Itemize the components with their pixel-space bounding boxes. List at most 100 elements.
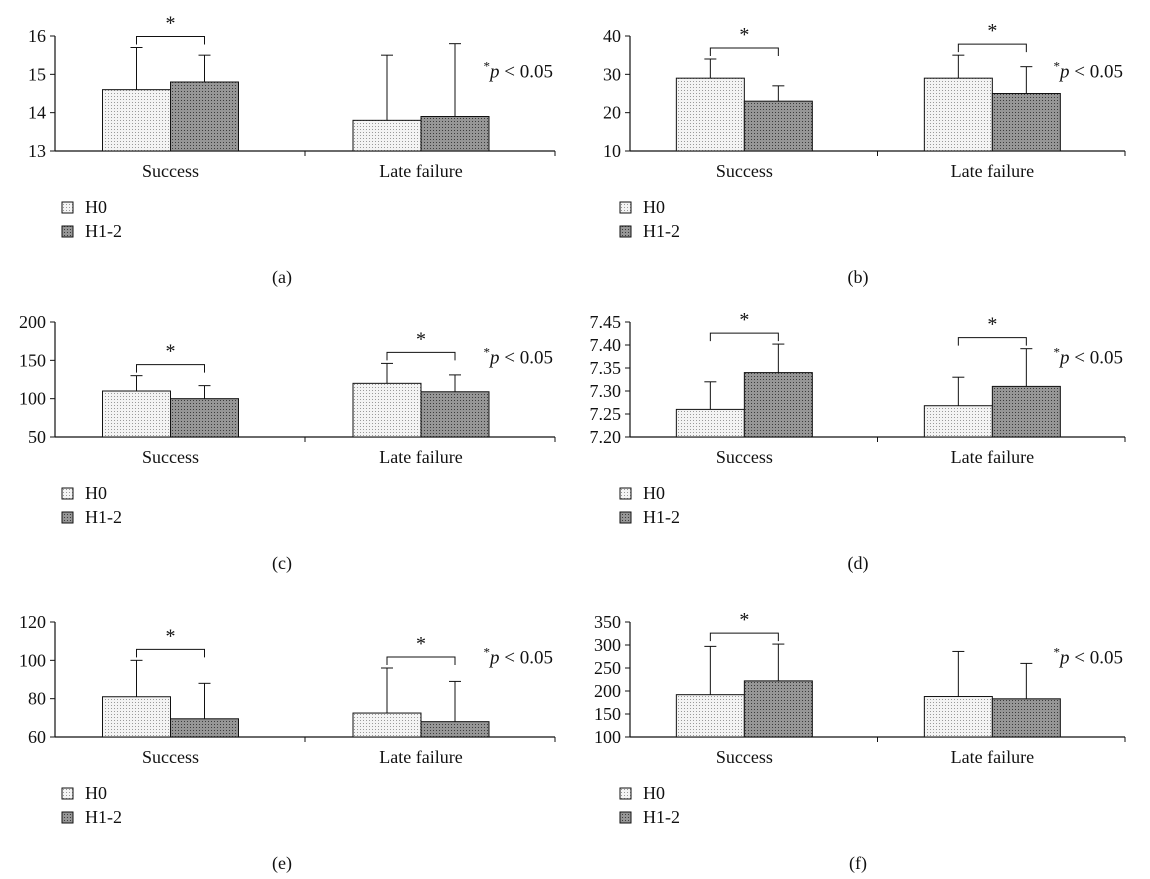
bar-h0-success	[675, 77, 745, 152]
significance-bracket	[136, 36, 205, 45]
legend-swatch-h1-2	[61, 511, 74, 524]
y-tick-label: 150	[19, 350, 46, 370]
legend-label: H1-2	[85, 507, 122, 527]
bar-h1-2-success	[170, 718, 239, 738]
x-tick-label: Success	[716, 447, 773, 467]
significance-star: *	[739, 609, 749, 631]
legend-label: H1-2	[643, 807, 680, 827]
y-tick-label: 40	[603, 26, 621, 46]
y-tick-label: 30	[603, 64, 621, 84]
y-tick-label: 7.35	[590, 358, 622, 378]
legend-label: H1-2	[643, 507, 680, 527]
legend-swatch-h1-2	[619, 225, 632, 238]
significance-bracket	[386, 656, 456, 665]
significance-bracket	[709, 632, 779, 642]
panel-e: 60 80 100 120 Success Late failure * * *p < 0.05…	[19, 612, 556, 874]
y-tick-label: 7.30	[590, 381, 622, 401]
x-tick-label: Late failure	[379, 161, 462, 181]
y-tick-label: 7.25	[590, 404, 622, 424]
bar-h0-success	[102, 89, 171, 152]
y-tick-label: 120	[19, 612, 46, 632]
legend-label: H0	[85, 783, 107, 803]
y-tick-label: 100	[19, 389, 46, 409]
panel-d: 7.20 7.25 7.30 7.35 7.40 7.45 Success Late fail…	[590, 309, 1126, 574]
y-tick-label: 60	[28, 727, 46, 747]
y-tick-label: 200	[19, 312, 46, 332]
y-tick-label: 100	[594, 727, 621, 747]
bar-h0-late-failure	[352, 119, 422, 152]
legend-label: H0	[643, 483, 665, 503]
p-value-annotation: *p < 0.05	[1054, 644, 1123, 669]
y-tick-label: 100	[19, 650, 46, 670]
significance-star: *	[166, 341, 176, 363]
bar-h1-2-success	[170, 81, 239, 152]
significance-star: *	[166, 625, 176, 647]
bar-h1-2-success	[170, 398, 239, 438]
x-tick-label: Success	[716, 161, 773, 181]
significance-star: *	[987, 20, 997, 42]
legend-label: H1-2	[85, 221, 122, 241]
significance-star: *	[739, 309, 749, 331]
bar-h0-success	[102, 696, 171, 738]
y-tick-label: 50	[28, 427, 46, 447]
y-tick-label: 80	[28, 689, 46, 709]
panel-label: (e)	[272, 853, 292, 874]
y-tick-label: 250	[594, 658, 621, 678]
y-tick-label: 20	[603, 103, 621, 123]
panel-b: 10 20 30 40 Success Late failure * * *p < 0.05 H0…	[603, 20, 1126, 288]
p-value-annotation: *p < 0.05	[1054, 58, 1123, 83]
significance-bracket	[957, 337, 1027, 346]
bar-h0-late-failure	[352, 712, 422, 738]
significance-bracket	[957, 43, 1027, 53]
significance-bracket	[136, 364, 205, 373]
legend-swatch-h1-2	[61, 811, 74, 824]
legend-swatch-h1-2	[619, 511, 632, 524]
significance-star: *	[416, 328, 426, 350]
panels: 13 14 15 16 Success Late failure * *p < 0.05 H0 H…	[19, 13, 1126, 874]
significance-star: *	[416, 633, 426, 655]
y-tick-label: 150	[594, 704, 621, 724]
x-tick-label: Late failure	[951, 447, 1034, 467]
bar-h1-2-late-failure	[991, 698, 1061, 738]
significance-star: *	[166, 13, 176, 35]
panel-label: (a)	[272, 267, 292, 288]
p-value-annotation: *p < 0.05	[1054, 344, 1123, 369]
legend-label: H0	[643, 197, 665, 217]
y-tick-label: 10	[603, 141, 621, 161]
bar-h0-late-failure	[352, 382, 422, 438]
legend-swatch-h0	[61, 201, 74, 214]
panel-label: (c)	[272, 553, 292, 574]
legend-label: H0	[643, 783, 665, 803]
significance-bracket	[386, 351, 456, 361]
legend-swatch-h0	[619, 487, 632, 500]
panel-c: 50 100 150 200 Success Late failure * * *p < 0.0…	[19, 312, 556, 574]
legend-swatch-h1-2	[619, 811, 632, 824]
legend-swatch-h0	[61, 787, 74, 800]
panel-f: 100 150 200 250 300 350 Success Late failure * *p…	[594, 609, 1126, 874]
legend-label: H1-2	[643, 221, 680, 241]
x-tick-label: Success	[142, 161, 199, 181]
x-tick-label: Success	[142, 447, 199, 467]
significance-bracket	[709, 332, 779, 342]
panel-label: (f)	[849, 853, 867, 874]
y-tick-label: 350	[594, 612, 621, 632]
bar-h0-late-failure	[923, 405, 993, 438]
bar-h1-2-late-failure	[420, 721, 490, 738]
bar-h1-2-late-failure	[991, 93, 1061, 152]
significance-star: *	[987, 314, 997, 336]
x-tick-label: Late failure	[951, 747, 1034, 767]
legend-label: H1-2	[85, 807, 122, 827]
legend-swatch-h1-2	[61, 225, 74, 238]
y-tick-label: 7.45	[590, 312, 622, 332]
legend-swatch-h0	[619, 787, 632, 800]
bar-h1-2-late-failure	[420, 116, 490, 152]
bar-h1-2-late-failure	[991, 385, 1061, 438]
y-tick-label: 7.20	[590, 427, 622, 447]
y-tick-label: 14	[28, 103, 46, 123]
y-tick-label: 300	[594, 635, 621, 655]
bar-h1-2-success	[743, 372, 813, 438]
x-tick-label: Late failure	[951, 161, 1034, 181]
bar-h0-late-failure	[923, 696, 993, 738]
significance-bracket	[709, 47, 779, 56]
legend-label: H0	[85, 483, 107, 503]
